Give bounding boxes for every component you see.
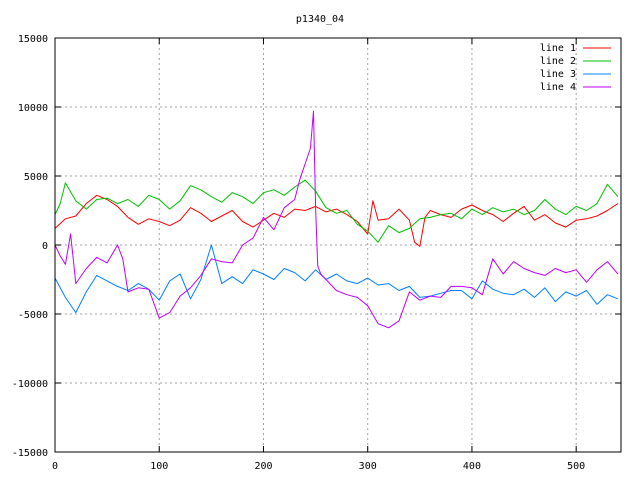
x-tick-label: 300 bbox=[359, 461, 377, 472]
x-tick-label: 0 bbox=[52, 461, 58, 472]
x-tick-label: 100 bbox=[150, 461, 168, 472]
legend-label-line-4: line 4 bbox=[540, 82, 576, 93]
grid bbox=[55, 38, 621, 452]
legend: line 1 line 2 line 3 line 4 bbox=[540, 43, 611, 93]
legend-label-line-2: line 2 bbox=[540, 56, 576, 67]
y-tick-label: -15000 bbox=[12, 448, 48, 459]
y-tick-label: -10000 bbox=[12, 379, 48, 390]
legend-label-line-3: line 3 bbox=[540, 69, 576, 80]
y-tick-label: 15000 bbox=[18, 34, 48, 45]
y-tick-label: 10000 bbox=[18, 103, 48, 114]
chart-title: p1340_04 bbox=[296, 14, 344, 25]
y-tick-label: 5000 bbox=[24, 172, 48, 183]
series-group bbox=[54, 110, 619, 329]
x-tick-label: 500 bbox=[567, 461, 585, 472]
legend-label-line-1: line 1 bbox=[540, 43, 576, 54]
x-tick-label: 400 bbox=[463, 461, 481, 472]
series-line-3 bbox=[54, 244, 619, 314]
series-line-2 bbox=[54, 179, 619, 243]
x-tick-label: 200 bbox=[254, 461, 272, 472]
series-line-1 bbox=[54, 194, 619, 247]
axis-ticks: 0 100 200 300 400 500 -15000 -10000 -5000 0 5000 10… bbox=[12, 34, 621, 472]
y-tick-label: -5000 bbox=[18, 310, 48, 321]
series-line-4 bbox=[54, 110, 619, 329]
y-tick-label: 0 bbox=[42, 241, 48, 252]
